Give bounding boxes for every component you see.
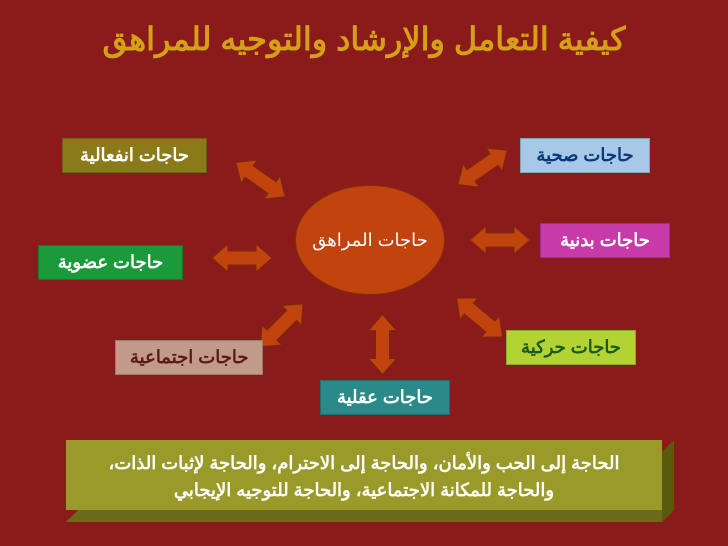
node-box: حاجات اجتماعية bbox=[115, 340, 263, 375]
node-box: حاجات انفعالية bbox=[62, 138, 207, 173]
footer-box: الحاجة إلى الحب والأمان، والحاجة إلى الا… bbox=[66, 440, 662, 510]
node-box: حاجات عقلية bbox=[320, 380, 450, 415]
node-label: حاجات عضوية bbox=[58, 252, 163, 272]
node-box: حاجات حركية bbox=[506, 330, 636, 365]
footer-3d-bottom bbox=[66, 510, 674, 522]
double-arrow-icon bbox=[226, 144, 298, 210]
footer-3d-right bbox=[662, 440, 674, 522]
double-arrow-icon bbox=[448, 136, 520, 202]
center-node: حاجات المراهق bbox=[295, 185, 445, 295]
node-label: حاجات صحية bbox=[536, 145, 633, 165]
double-arrow-icon bbox=[361, 315, 400, 375]
node-label: حاجات بدنية bbox=[560, 230, 650, 250]
center-label: حاجات المراهق bbox=[312, 230, 428, 251]
footer-text: الحاجة إلى الحب والأمان، والحاجة إلى الا… bbox=[109, 453, 620, 500]
node-box: حاجات بدنية bbox=[540, 223, 670, 258]
node-box: حاجات عضوية bbox=[38, 245, 183, 280]
node-label: حاجات عقلية bbox=[337, 387, 433, 407]
double-arrow-icon bbox=[470, 223, 530, 262]
node-label: حاجات حركية bbox=[521, 337, 621, 357]
node-label: حاجات اجتماعية bbox=[130, 347, 248, 367]
double-arrow-icon bbox=[212, 236, 272, 275]
page-title: كيفية التعامل والإرشاد والتوجيه للمراهق bbox=[80, 20, 648, 58]
node-label: حاجات انفعالية bbox=[80, 145, 189, 165]
node-box: حاجات صحية bbox=[520, 138, 650, 173]
double-arrow-icon bbox=[442, 285, 513, 353]
